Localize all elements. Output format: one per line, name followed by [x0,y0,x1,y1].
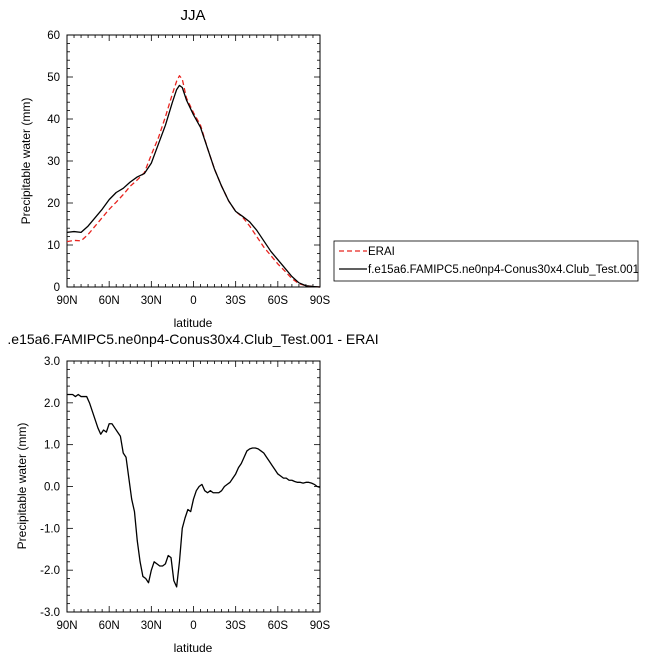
bottom-x-tick-label: 0 [190,620,196,632]
bottom-chart-plot-area: 90N 60N 30N 0 30S 60S 90S -3.0 -2.0 -1.0 0.0 1.0 2.0… [40,356,330,632]
bottom-x-tick-label: 60N [99,620,120,632]
top-y-tick-label: 10 [47,240,60,252]
top-x-tick-label: 30S [225,295,246,307]
top-y-tick-label: 0 [54,282,60,294]
legend-model-label: f.e15a6.FAMIPC5.ne0np4-Conus30x4.Club_Te… [368,264,639,276]
bottom-chart-frame [66,360,321,613]
top-series-line-model [66,84,321,288]
top-x-tick-label: 60N [99,295,120,307]
legend-erai-label: ERAI [368,246,395,258]
legend-box [333,240,639,282]
top-x-tick-label: 90S [310,295,331,307]
top-y-tick-label: 20 [47,198,60,210]
bottom-y-tick-label: -1.0 [40,523,60,535]
bottom-x-tick-label: 90S [310,620,331,632]
top-x-tick-label: 30N [141,295,162,307]
top-y-tick-label: 60 [47,30,60,42]
bottom-x-tick-label: 60S [268,620,289,632]
top-chart-title: JJA [180,7,205,24]
bottom-y-tick-label: -3.0 [40,607,60,619]
bottom-x-tick-label: 30N [141,620,162,632]
top-x-tick-label: 90N [56,295,77,307]
bottom-y-tick-label: 3.0 [44,356,60,368]
bottom-y-tick-label: 1.0 [44,440,60,452]
top-x-tick-label: 0 [190,295,196,307]
bottom-x-tick-label: 30S [225,620,246,632]
bottom-chart-x-axis-label: latitude [174,641,213,655]
top-series-line-erai [66,75,321,288]
top-chart-frame [66,34,321,288]
top-y-tick-label: 40 [47,114,60,126]
top-y-tick-label: 50 [47,72,60,84]
bottom-x-tick-label: 90N [56,620,77,632]
bottom-y-tick-label: 0.0 [44,482,60,494]
bottom-y-tick-label: -2.0 [40,565,60,577]
top-chart-plot-area: 90N 60N 30N 0 30S 60S 90S 0 10 20 30 40 50 60 [47,30,330,307]
bottom-y-tick-label: 2.0 [44,398,60,410]
top-y-tick-label: 30 [47,156,60,168]
bottom-series-line-difference [67,393,321,588]
bottom-chart-title: .e15a6.FAMIPC5.ne0np4-Conus30x4.Club_Tes… [7,331,378,347]
top-x-tick-label: 60S [268,295,289,307]
legend: ERAI f.e15a6.FAMIPC5.ne0np4-Conus30x4.Cl… [333,240,639,282]
top-chart-y-axis-label: Precipitable water (mm) [19,98,33,225]
top-chart-x-axis-label: latitude [174,316,213,330]
bottom-chart-y-axis-label: Precipitable water (mm) [15,423,29,550]
